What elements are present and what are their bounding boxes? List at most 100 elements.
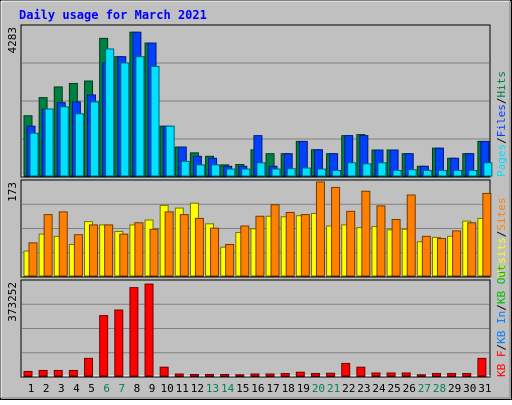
bar-pages-13: [211, 164, 221, 177]
bar-kb-f-4: [68, 369, 78, 377]
bar-pages-22: [347, 162, 357, 177]
bar-pages-30: [468, 169, 478, 177]
bar-sites-1: [28, 242, 38, 277]
bar-sites-18: [285, 211, 295, 277]
bar-kb-f-28: [431, 372, 441, 377]
chart-title: Daily usage for March 2021: [19, 8, 207, 22]
legend-entry: /: [495, 231, 508, 238]
bar-pages-26: [407, 169, 417, 177]
x-tick-label: 30: [463, 382, 476, 395]
bar-kb-f-13: [205, 373, 215, 377]
bar-pages-3: [59, 106, 69, 177]
bar-pages-31: [483, 162, 493, 177]
legend-entry: Hits: [495, 71, 508, 98]
bar-kb-f-24: [371, 372, 381, 377]
x-tick-label: 25: [387, 382, 400, 395]
bar-sites-3: [58, 211, 68, 277]
bar-sites-23: [361, 190, 371, 277]
x-tick-label: 4: [73, 382, 80, 395]
x-tick-label: 12: [191, 382, 204, 395]
legend-entry: /: [495, 137, 508, 144]
bar-sites-30: [467, 222, 477, 277]
bar-sites-11: [179, 214, 189, 277]
x-tick-label: 20: [312, 382, 325, 395]
bar-kb-f-25: [386, 372, 396, 377]
x-tick-label: 28: [433, 382, 446, 395]
bar-pages-27: [422, 169, 432, 177]
bar-sites-4: [73, 234, 83, 277]
legend-entry: /: [495, 98, 508, 105]
legend-entry: Sites: [495, 198, 508, 231]
x-tick-label: 13: [206, 382, 219, 395]
bar-sites-16: [255, 215, 265, 277]
bar-pages-9: [150, 65, 160, 177]
x-tick-label: 17: [266, 382, 279, 395]
bar-kb-f-7: [114, 309, 124, 377]
x-tick-label: 7: [118, 382, 125, 395]
bar-kb-f-30: [462, 372, 472, 377]
x-tick-label: 14: [221, 382, 235, 395]
bar-kb-f-23: [356, 366, 366, 377]
bar-sites-9: [149, 228, 159, 277]
legend-entry: Pages: [495, 144, 508, 177]
bar-sites-12: [194, 217, 204, 277]
bar-sites-26: [406, 194, 416, 277]
bar-pages-25: [392, 169, 402, 177]
bar-pages-16: [256, 162, 266, 177]
x-tick-label: 9: [149, 382, 156, 395]
bar-pages-14: [226, 168, 236, 177]
x-tick-label: 1: [28, 382, 35, 395]
bar-pages-8: [135, 56, 145, 177]
bar-sites-29: [452, 230, 462, 277]
x-tick-label: 3: [58, 382, 65, 395]
y-scale-label: 373252: [6, 282, 19, 322]
bar-sites-31: [482, 192, 492, 277]
legend-entry: Files: [495, 104, 508, 137]
bar-sites-25: [391, 218, 401, 277]
bar-kb-f-15: [235, 374, 245, 377]
bar-sites-14: [225, 243, 235, 277]
bar-kb-f-31: [477, 357, 487, 377]
bar-pages-6: [105, 48, 115, 177]
bar-kb-f-22: [341, 362, 351, 377]
x-tick-label: 23: [357, 382, 370, 395]
x-tick-label: 10: [161, 382, 174, 395]
bar-kb-f-20: [310, 372, 320, 377]
bar-pages-29: [453, 169, 463, 177]
x-tick-label: 29: [448, 382, 461, 395]
x-axis-labels: 1 2 3 4 5 6 7 8 9 10 11 12 13 14 15 16 17 18 19 20 21 22 23 24 2…: [28, 382, 492, 395]
bar-kb-f-17: [265, 373, 275, 377]
x-tick-label: 2: [43, 382, 50, 395]
bar-sites-10: [164, 211, 174, 277]
legend-entry: KB F: [495, 351, 508, 378]
bar-kb-f-14: [220, 373, 230, 377]
chart-panels: 4283Pages/Files/Hits173Visits/Sites37325…: [6, 24, 508, 378]
x-tick-label: 11: [176, 382, 189, 395]
bar-pages-11: [180, 160, 190, 177]
bar-sites-21: [331, 186, 341, 277]
x-tick-label: 18: [282, 382, 295, 395]
x-tick-label: 21: [327, 382, 340, 395]
bar-pages-18: [286, 168, 296, 177]
bar-pages-5: [90, 101, 100, 177]
bar-kb-f-11: [174, 373, 184, 377]
panel-kbytes: 373252 KB F/KB In/KB Out: [6, 264, 508, 378]
x-tick-label: 24: [372, 382, 386, 395]
legend: Visits/Sites: [495, 198, 508, 278]
bar-sites-6: [104, 224, 114, 277]
legend: KB F/KB In/KB Out: [495, 264, 508, 377]
bar-kb-f-2: [38, 369, 48, 377]
bar-sites-13: [210, 227, 220, 277]
bar-kb-f-5: [84, 357, 94, 377]
bar-sites-19: [300, 214, 310, 277]
x-tick-label: 5: [88, 382, 95, 395]
bar-pages-10: [165, 125, 175, 177]
bar-kb-f-3: [53, 369, 63, 377]
panel-visits-sites: 173 Visits/Sites: [6, 179, 508, 278]
x-tick-label: 22: [342, 382, 355, 395]
bar-pages-23: [362, 163, 372, 177]
x-tick-label: 26: [403, 382, 416, 395]
y-scale-label: 173: [6, 182, 19, 202]
